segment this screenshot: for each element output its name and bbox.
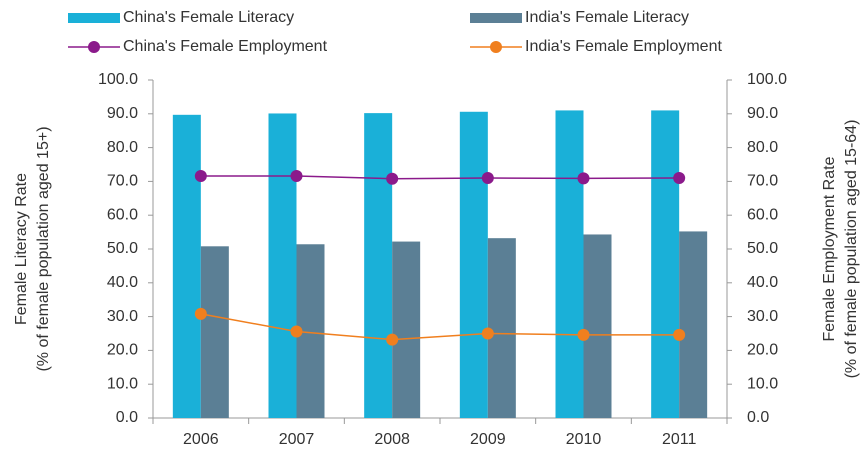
x-tick-label: 2010 [566,431,602,448]
line [200,313,680,341]
y-axis-title: (% of female population aged 15+) [35,126,52,371]
bar [364,113,393,419]
y2-tick-label: 80.0 [747,139,778,156]
x-tick-label: 2008 [374,431,410,448]
y2-tick-label: 30.0 [747,308,778,325]
point [386,172,399,185]
bar [200,246,229,418]
legend-label: China's Female Literacy [123,9,294,26]
legend-swatch [88,41,100,53]
y2-tick-label: 40.0 [747,274,778,291]
point [194,169,207,182]
legend-swatch [490,41,502,53]
legend-swatch [68,13,120,23]
y-tick-label: 20.0 [107,342,138,359]
legend-label: China's Female Employment [123,38,328,55]
y-tick-label: 100.0 [98,71,138,88]
bar [555,110,584,419]
bar [679,231,708,418]
bar [583,234,612,418]
y-tick-label: 50.0 [107,240,138,257]
y-tick-label: 70.0 [107,173,138,190]
x-tick-label: 2006 [183,431,219,448]
y2-tick-label: 0.0 [747,409,769,426]
y2-tick-label: 60.0 [747,206,778,223]
bar [651,110,680,419]
point [290,325,303,338]
y2-tick-label: 70.0 [747,173,778,190]
y-tick-label: 30.0 [107,308,138,325]
bar [487,238,516,418]
point [194,307,207,320]
point [386,333,399,346]
bar [459,111,488,418]
x-tick-label: 2009 [470,431,506,448]
point [673,328,686,341]
point [290,169,303,182]
y2-tick-label: 10.0 [747,375,778,392]
y-axis-title: Female Literacy Rate [13,173,30,325]
x-tick-label: 2011 [662,431,697,448]
point [577,172,590,185]
y2-axis-title: Female Employment Rate [821,156,838,341]
bar [268,113,297,418]
line [200,175,680,180]
bar [172,114,201,419]
y-tick-label: 90.0 [107,105,138,122]
point [673,172,686,185]
bar [392,241,421,418]
legend-label: India's Female Literacy [525,9,689,26]
y-tick-label: 40.0 [107,274,138,291]
y2-tick-label: 50.0 [747,240,778,257]
point [481,172,494,185]
y2-tick-label: 20.0 [747,342,778,359]
y-tick-label: 80.0 [107,139,138,156]
y2-axis-title: (% of female population aged 15-64) [843,120,860,379]
y2-tick-label: 100.0 [747,71,787,88]
y-tick-label: 10.0 [107,375,138,392]
y-tick-label: 0.0 [116,409,138,426]
x-tick-label: 2007 [279,431,315,448]
point [481,327,494,340]
legend-swatch [470,13,522,23]
legend-label: India's Female Employment [525,38,722,55]
y-tick-label: 60.0 [107,206,138,223]
point [577,328,590,341]
y2-tick-label: 90.0 [747,105,778,122]
